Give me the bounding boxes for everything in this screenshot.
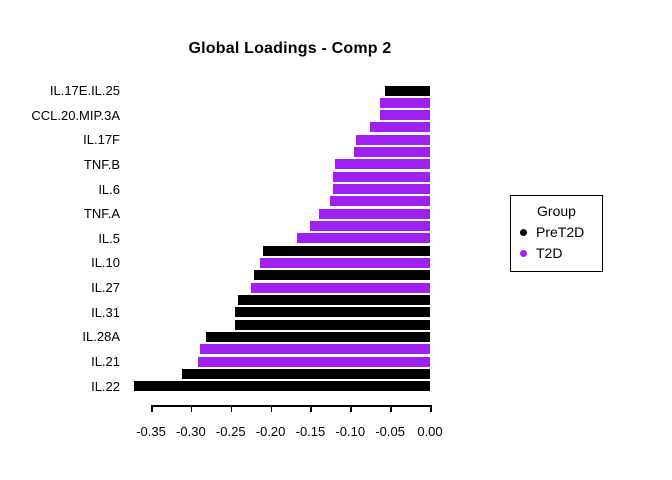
y-label-IL.21: IL.21 [91, 354, 120, 370]
legend: Group PreT2D T2D [510, 195, 603, 272]
y-label-TNF.A: TNF.A [83, 206, 120, 222]
pret2d-dot-icon [520, 228, 527, 236]
x-tick--0.10 [350, 405, 352, 412]
bar-IL.10 [260, 257, 430, 268]
bar-unlabeled-6 [354, 147, 430, 158]
y-label-IL.28A: IL.28A [82, 329, 120, 345]
chart-title: Global Loadings - Comp 2 [188, 40, 392, 57]
bar-unlabeled-10 [330, 196, 430, 207]
t2d-dot-icon [520, 249, 527, 257]
y-label-IL.17E.IL.25: IL.17E.IL.25 [49, 83, 120, 98]
bar-unlabeled-18 [237, 294, 430, 305]
y-label-IL.17F: IL.17F [83, 132, 120, 148]
y-label-IL.27: IL.27 [91, 280, 120, 296]
bar-unlabeled-14 [262, 245, 430, 256]
y-label-IL.22: IL.22 [91, 378, 120, 394]
bar-IL.31 [234, 307, 430, 318]
x-tick-label--0.30: -0.30 [176, 424, 206, 439]
legend-label-pret2d: PreT2D [536, 224, 585, 240]
x-tick--0.05 [390, 405, 392, 412]
bar-TNF.B [335, 159, 430, 170]
x-axis-line [151, 405, 432, 407]
x-tick-label--0.20: -0.20 [255, 424, 286, 439]
x-tick--0.35 [151, 405, 153, 412]
bar-unlabeled-2 [379, 97, 430, 108]
bar-IL.17E.IL.25 [384, 85, 430, 96]
y-label-IL.5: IL.5 [98, 230, 120, 246]
x-tick--0.15 [310, 405, 312, 412]
bar-IL.6 [332, 184, 430, 195]
bar-unlabeled-20 [234, 319, 430, 330]
bar-CCL.20.MIP.3A [379, 110, 430, 121]
x-tick-0.00 [430, 405, 432, 412]
bar-unlabeled-24 [182, 368, 430, 379]
bar-unlabeled-4 [370, 122, 430, 133]
bar-unlabeled-12 [309, 221, 430, 232]
y-label-TNF.B: TNF.B [83, 156, 120, 172]
legend-title: Group [537, 203, 576, 219]
y-label-IL.31: IL.31 [91, 304, 120, 320]
bar-IL.27 [250, 282, 430, 293]
bar-IL.21 [198, 356, 430, 367]
x-tick--0.25 [230, 405, 233, 412]
bar-IL.22 [133, 381, 430, 392]
x-tick-label--0.05: -0.05 [375, 424, 405, 439]
y-label-IL.6: IL.6 [98, 181, 120, 197]
bar-TNF.A [319, 208, 430, 219]
legend-item-t2d: T2D [520, 246, 602, 260]
y-label-IL.10: IL.10 [91, 255, 120, 271]
x-tick--0.30 [190, 405, 193, 412]
x-tick-label--0.10: -0.10 [335, 424, 366, 439]
y-label-CCL.20.MIP.3A: CCL.20.MIP.3A [31, 107, 120, 123]
x-tick-label--0.15: -0.15 [295, 424, 326, 439]
x-tick--0.20 [270, 405, 273, 412]
x-tick-label--0.35: -0.35 [136, 424, 166, 439]
legend-item-pret2d: PreT2D [520, 225, 602, 239]
legend-label-t2d: T2D [536, 245, 563, 261]
bar-unlabeled-16 [253, 270, 430, 281]
x-tick-label--0.25: -0.25 [215, 424, 246, 439]
bar-unlabeled-8 [332, 171, 430, 182]
bar-IL.17F [355, 134, 430, 145]
bar-IL.5 [296, 233, 430, 244]
bar-IL.28A [206, 331, 430, 342]
x-tick-label-0.00: 0.00 [417, 424, 443, 439]
bar-unlabeled-22 [199, 344, 430, 355]
